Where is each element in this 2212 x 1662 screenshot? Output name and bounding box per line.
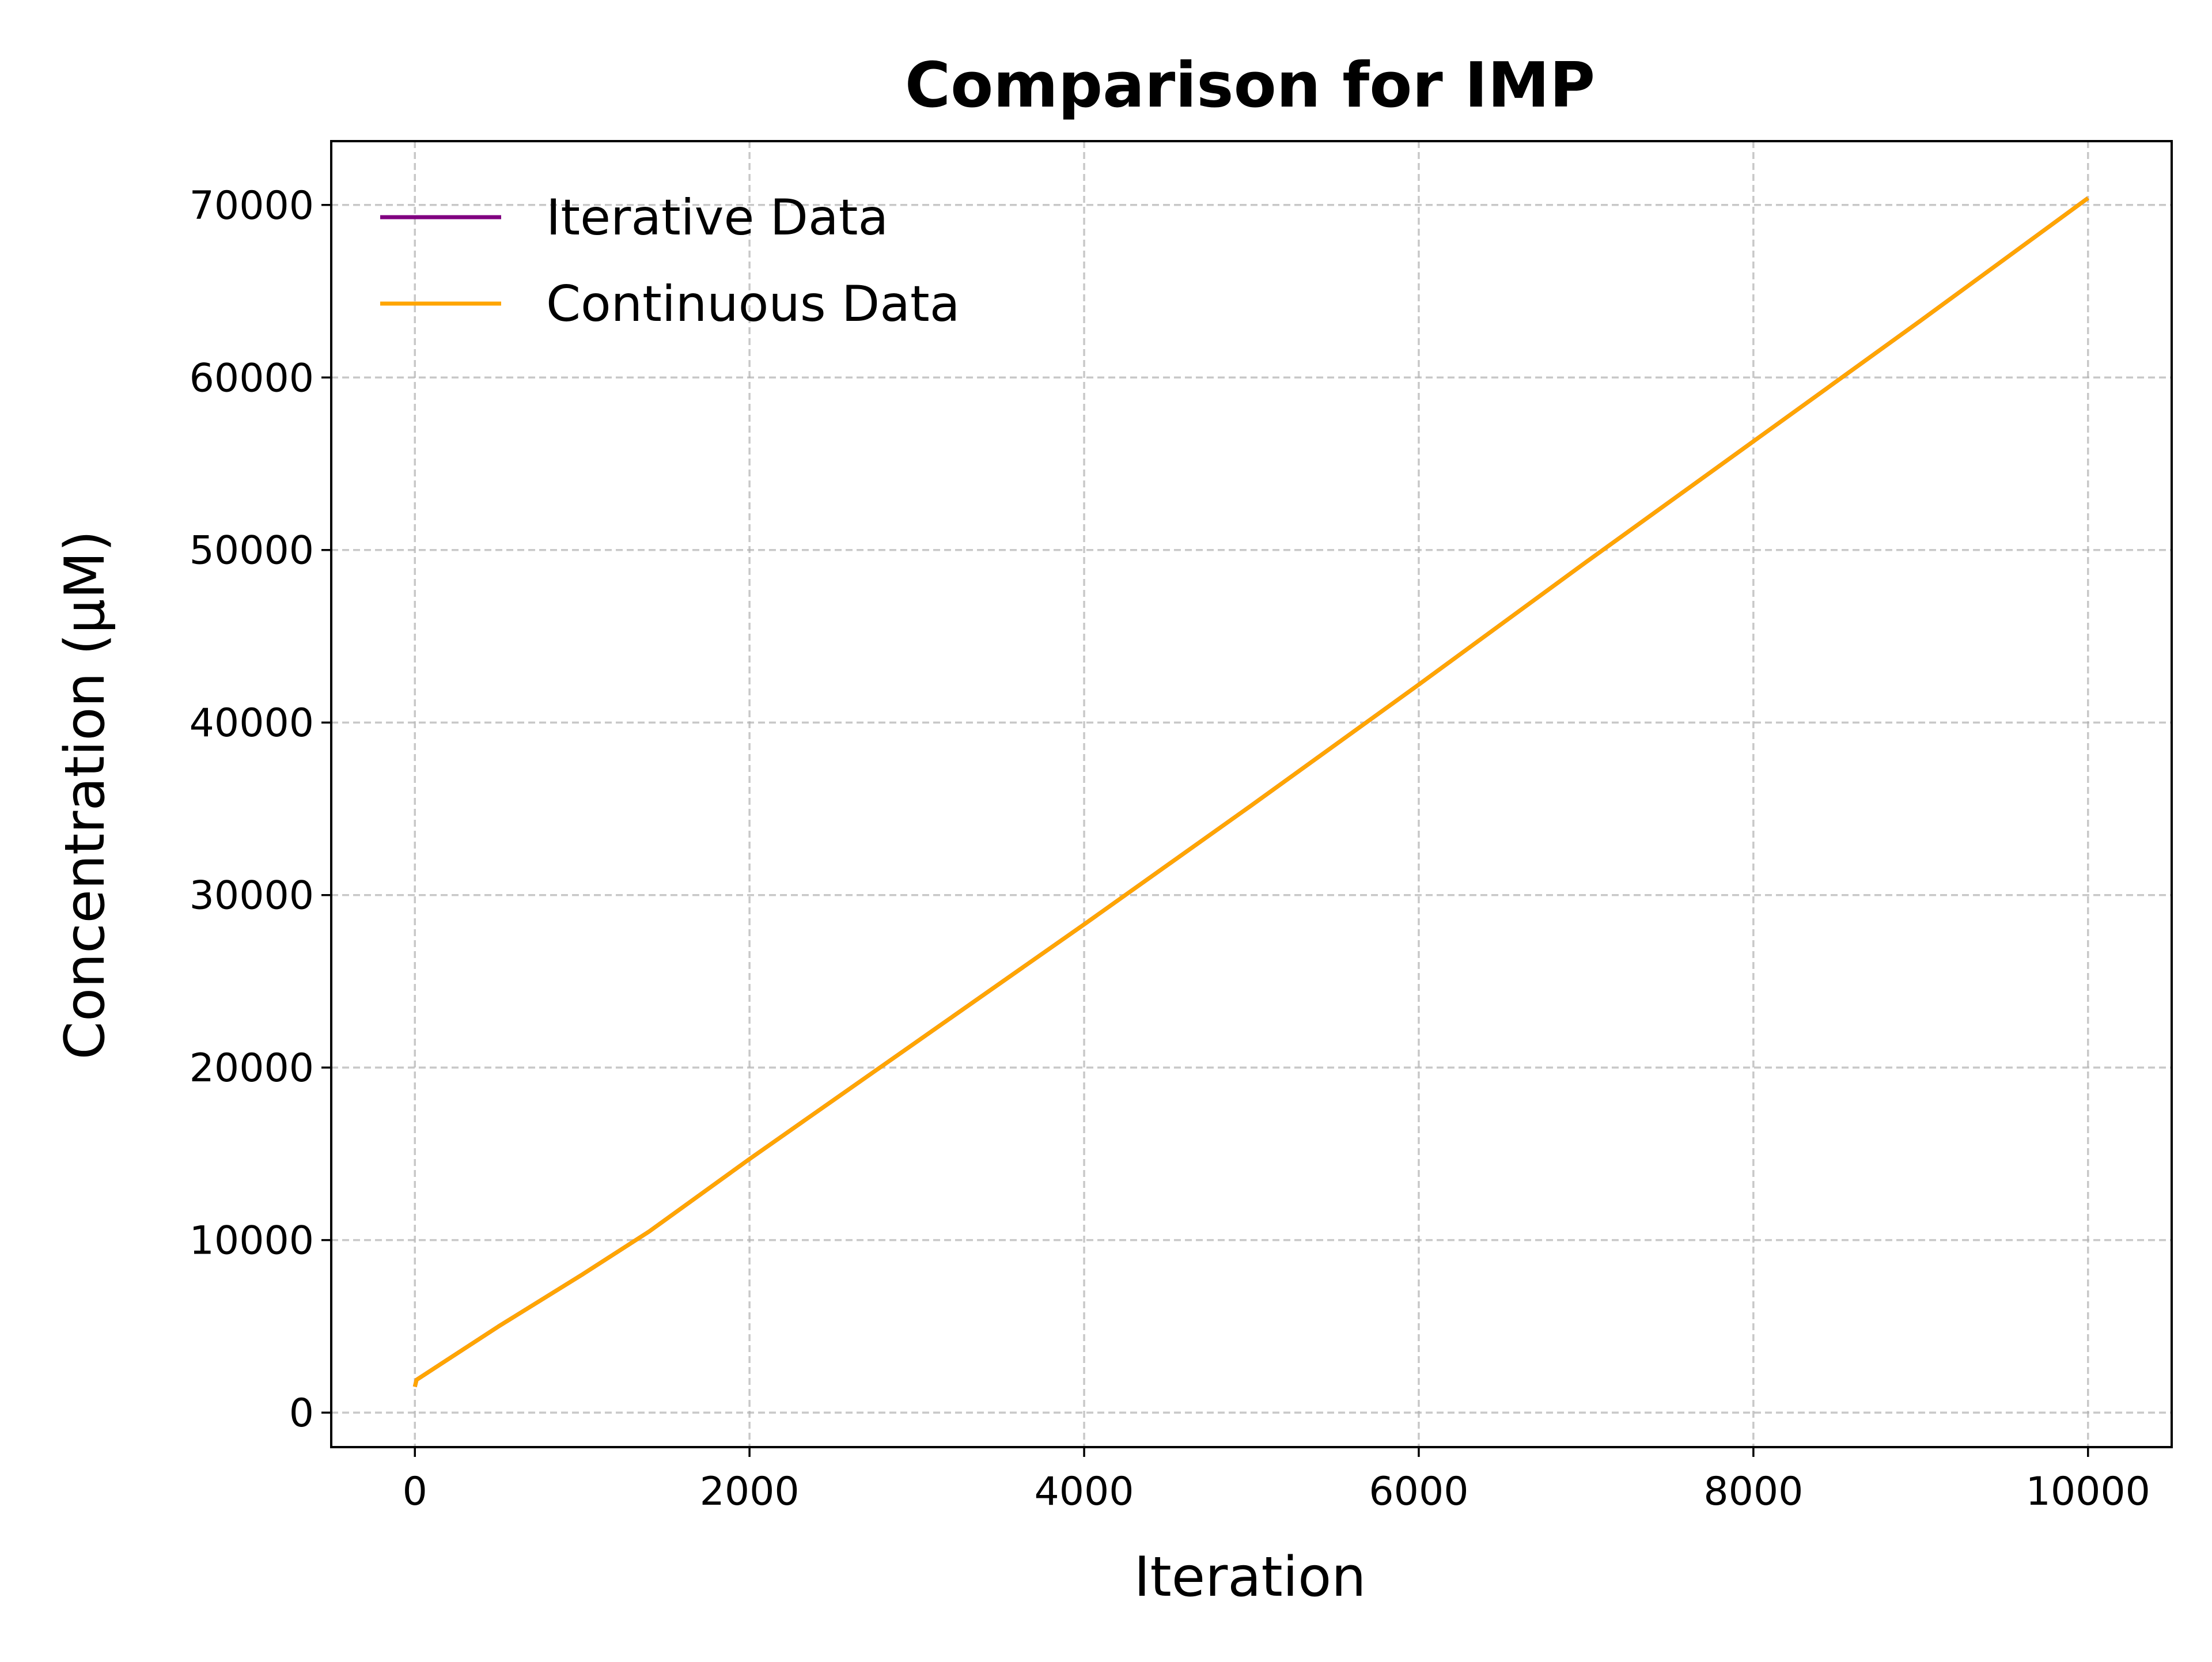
x-tick-label: 2000 [700, 1469, 800, 1515]
series-line-2 [412, 196, 2089, 1388]
legend: Iterative Data Continuous Data [380, 189, 960, 333]
chart-title: Comparison for IMP [905, 50, 1595, 122]
y-tick-label: 60000 [190, 355, 314, 401]
x-axis-label: Iteration [1134, 1546, 1366, 1609]
x-axis-ticks: 0 2000 4000 6000 8000 10000 [403, 1447, 2150, 1515]
x-tick-label: 6000 [1369, 1469, 1468, 1515]
grid [331, 141, 2172, 1447]
y-tick-label: 70000 [190, 183, 314, 229]
x-tick-label: 8000 [1703, 1469, 1803, 1515]
y-axis-label: Concentration (μM) [54, 531, 117, 1060]
series-lines [412, 196, 2089, 1388]
y-tick-label: 30000 [190, 873, 314, 919]
x-tick-label: 4000 [1035, 1469, 1134, 1515]
y-tick-label: 40000 [190, 701, 314, 746]
y-tick-label: 0 [289, 1391, 314, 1436]
legend-label-2: Continuous Data [546, 275, 960, 333]
x-tick-label: 0 [403, 1469, 427, 1515]
y-tick-label: 50000 [190, 528, 314, 574]
legend-label-1: Iterative Data [546, 189, 888, 247]
x-tick-label: 10000 [2026, 1469, 2150, 1515]
y-tick-label: 10000 [190, 1218, 314, 1264]
y-axis-ticks: 0 10000 20000 30000 40000 50000 60000 70000 [190, 183, 331, 1436]
axes-frame [330, 140, 2173, 1448]
y-tick-label: 20000 [190, 1046, 314, 1091]
